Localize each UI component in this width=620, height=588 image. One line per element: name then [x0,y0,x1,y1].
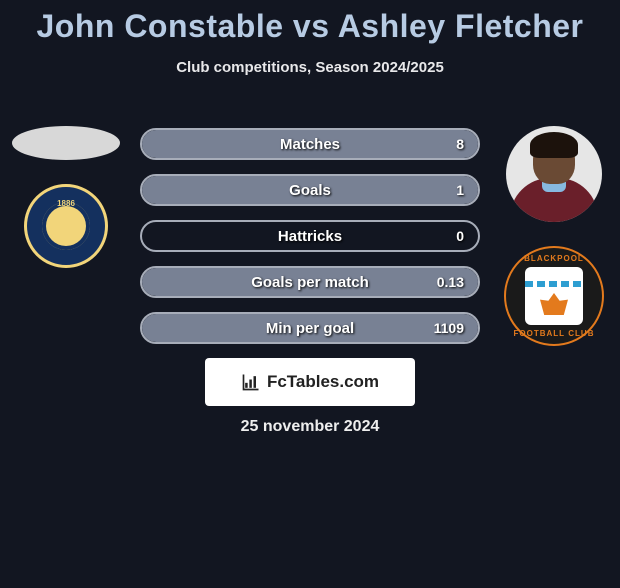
date: 25 november 2024 [0,418,620,436]
page-title: John Constable vs Ashley Fletcher [0,8,620,45]
stat-row: Matches8 [140,128,480,160]
right-player-column: BLACKPOOL FOOTBALL CLUB [500,126,608,346]
watermark-text: FcTables.com [267,372,379,392]
club-crest-right: BLACKPOOL FOOTBALL CLUB [504,246,604,346]
stat-row: Min per goal1109 [140,312,480,344]
stat-row: Goals per match0.13 [140,266,480,298]
subtitle: Club competitions, Season 2024/2025 [0,59,620,76]
chart-icon [241,372,261,392]
stat-row: Hattricks0 [140,220,480,252]
player-photo-right [506,126,602,222]
stat-fill [142,314,478,342]
stats-panel: Matches8 Goals1 Hattricks0 Goals per match0… [140,128,480,344]
stat-fill [142,130,478,158]
watermark: FcTables.com [205,358,415,406]
left-player-column [12,126,120,268]
stat-value: 0 [456,222,464,250]
player-photo-placeholder [12,126,120,160]
stat-fill [142,268,478,296]
stat-row: Goals1 [140,174,480,206]
stat-label: Hattricks [142,222,478,250]
club-crest-left [24,184,108,268]
stat-fill [142,176,478,204]
